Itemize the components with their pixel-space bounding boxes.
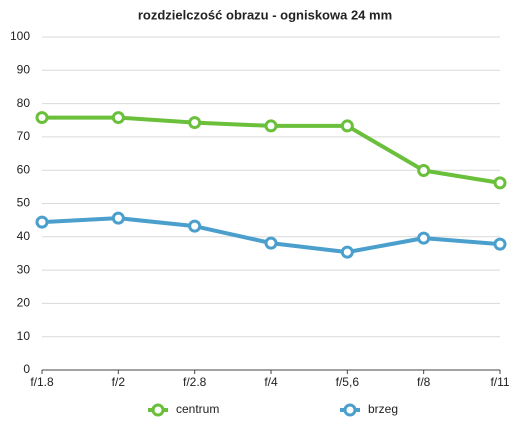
data-point	[188, 219, 202, 233]
data-point	[417, 164, 431, 178]
y-tick-label: 100	[10, 29, 30, 43]
legend-label: brzeg	[368, 402, 398, 416]
legend-item: brzeg	[340, 402, 398, 417]
x-tick-label: f/5,6	[336, 375, 360, 389]
y-tick-label: 50	[17, 196, 31, 210]
y-tick-label: 60	[17, 162, 31, 176]
y-tick-label: 90	[17, 62, 31, 76]
x-tick-label: f/4	[264, 375, 278, 389]
x-tick-label: f/1.8	[30, 375, 54, 389]
y-tick-label: 80	[17, 96, 31, 110]
legend-label: centrum	[176, 402, 219, 416]
data-point	[340, 119, 354, 133]
y-tick-label: 10	[17, 329, 31, 343]
x-tick-label: f/8	[417, 375, 431, 389]
data-point	[35, 215, 49, 229]
legend-marker	[343, 403, 357, 417]
y-tick-label: 0	[23, 362, 30, 376]
chart-title: rozdzielczość obrazu - ogniskowa 24 mm	[138, 7, 392, 22]
x-tick-label: f/2	[112, 375, 126, 389]
x-tick-label: f/2.8	[183, 375, 207, 389]
data-point	[264, 119, 278, 133]
y-tick-label: 20	[17, 296, 31, 310]
data-point	[111, 211, 125, 225]
data-point	[264, 236, 278, 250]
x-tick-label: f/11	[490, 375, 509, 389]
data-point	[493, 237, 507, 251]
data-point	[188, 116, 202, 130]
y-tick-label: 30	[17, 262, 31, 276]
data-point	[340, 245, 354, 259]
data-point	[493, 176, 507, 190]
y-tick-label: 40	[17, 229, 31, 243]
legend-marker	[151, 403, 165, 417]
data-point	[35, 111, 49, 125]
data-point	[417, 231, 431, 245]
y-tick-label: 70	[17, 129, 31, 143]
data-point	[111, 111, 125, 125]
legend-item: centrum	[148, 402, 219, 417]
